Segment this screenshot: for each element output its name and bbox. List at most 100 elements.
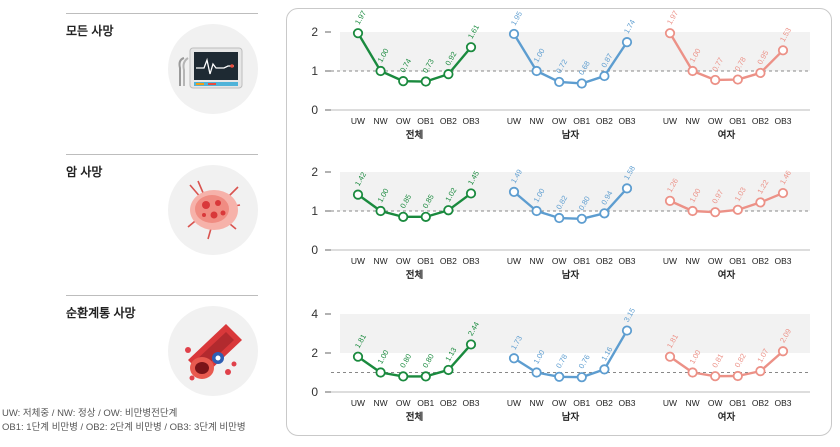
data-point [664, 351, 676, 362]
data-point [554, 76, 565, 88]
data-point [420, 211, 431, 222]
x-tick-label: NW [374, 256, 388, 266]
x-tick-label: OB3 [774, 398, 791, 408]
data-label: 0.76 [577, 353, 592, 370]
data-point [352, 351, 364, 362]
x-tick-label: NW [530, 116, 544, 126]
series-line [356, 32, 472, 83]
series-line [512, 33, 628, 85]
x-tick-label: OB1 [729, 398, 746, 408]
data-label: 0.78 [554, 353, 569, 370]
data-label: 0.80 [421, 352, 436, 369]
series-line [668, 32, 784, 82]
data-point [710, 371, 721, 382]
legend-line-1: UW: 저체중 / NW: 정상 / OW: 비만병전단계 [2, 408, 178, 419]
data-point [755, 67, 766, 79]
x-tick-label: OW [708, 256, 723, 266]
data-point [664, 195, 676, 206]
y-tick-label: 2 [311, 346, 318, 360]
x-tick-label: OB2 [440, 116, 457, 126]
data-point [398, 371, 409, 382]
x-tick-label: NW [686, 116, 700, 126]
y-tick-label: 1 [311, 64, 318, 78]
data-point [710, 207, 721, 218]
data-point [599, 70, 610, 82]
series-title: 남자 [562, 411, 580, 423]
x-tick-label: OB3 [774, 116, 791, 126]
data-point [576, 213, 587, 224]
data-point [599, 364, 610, 375]
data-point [664, 28, 676, 39]
grid-band [340, 172, 810, 211]
x-tick-label: OW [396, 398, 411, 408]
x-tick-label: OB1 [729, 116, 746, 126]
y-tick-label: 0 [311, 385, 318, 399]
x-tick-label: OB3 [462, 256, 479, 266]
data-point [465, 188, 477, 199]
x-tick-label: NW [374, 398, 388, 408]
section-title: 모든 사망 [66, 24, 114, 38]
data-point [508, 353, 520, 364]
x-tick-label: OB2 [596, 398, 613, 408]
data-point [621, 183, 633, 194]
data-label: 0.80 [398, 352, 413, 369]
data-point [375, 367, 386, 378]
x-tick-label: OB3 [618, 256, 635, 266]
section-title: 순환계통 사망 [66, 306, 136, 320]
x-tick-label: NW [530, 398, 544, 408]
x-tick-label: NW [530, 256, 544, 266]
x-tick-label: OW [708, 398, 723, 408]
x-tick-label: OB3 [462, 398, 479, 408]
x-tick-label: OB3 [618, 398, 635, 408]
data-label: 0.82 [733, 352, 748, 369]
x-tick-label: OB3 [774, 256, 791, 266]
data-point [687, 205, 698, 217]
legend: UW: 저체중 / NW: 정상 / OW: 비만병전단계 OB1: 1단계 비… [2, 407, 246, 435]
x-tick-label: NW [374, 116, 388, 126]
data-point [398, 211, 409, 222]
data-point [621, 37, 633, 48]
data-point [508, 186, 520, 197]
data-point [465, 42, 477, 53]
series-title: 전체 [406, 269, 423, 281]
series-title: 전체 [406, 129, 423, 141]
x-tick-label: OW [552, 398, 567, 408]
x-tick-label: OB1 [573, 116, 590, 126]
x-tick-label: UW [663, 398, 677, 408]
x-tick-label: OB2 [440, 398, 457, 408]
x-tick-label: OB2 [596, 116, 613, 126]
x-tick-label: OB2 [596, 256, 613, 266]
data-point [576, 372, 587, 383]
x-tick-label: OB1 [417, 398, 434, 408]
data-label: 1.97 [665, 9, 680, 26]
x-tick-label: NW [686, 256, 700, 266]
data-point [465, 339, 477, 350]
x-tick-label: OW [708, 116, 723, 126]
grid-band [340, 314, 810, 353]
series-title: 남자 [562, 269, 580, 281]
data-point [687, 65, 698, 77]
data-point [375, 65, 386, 77]
data-point [554, 212, 565, 224]
x-tick-label: UW [507, 398, 521, 408]
y-tick-label: 1 [311, 204, 318, 218]
data-point [710, 74, 721, 86]
legend-line-2: OB1: 1단계 비만병 / OB2: 2단계 비만병 / OB3: 3단계 비… [2, 422, 246, 433]
data-point [777, 187, 789, 199]
x-tick-label: UW [663, 116, 677, 126]
series-title: 여자 [718, 411, 736, 423]
data-point [576, 78, 587, 89]
data-point [352, 189, 364, 200]
data-point [420, 76, 431, 87]
x-tick-label: OB3 [618, 116, 635, 126]
data-point [531, 205, 542, 217]
chart-panel [286, 8, 832, 436]
x-tick-label: UW [351, 398, 365, 408]
y-tick-label: 2 [311, 25, 318, 39]
data-point [375, 205, 386, 217]
x-tick-label: OB1 [573, 398, 590, 408]
data-point [443, 205, 454, 216]
x-tick-label: OB1 [729, 256, 746, 266]
x-tick-label: NW [686, 398, 700, 408]
